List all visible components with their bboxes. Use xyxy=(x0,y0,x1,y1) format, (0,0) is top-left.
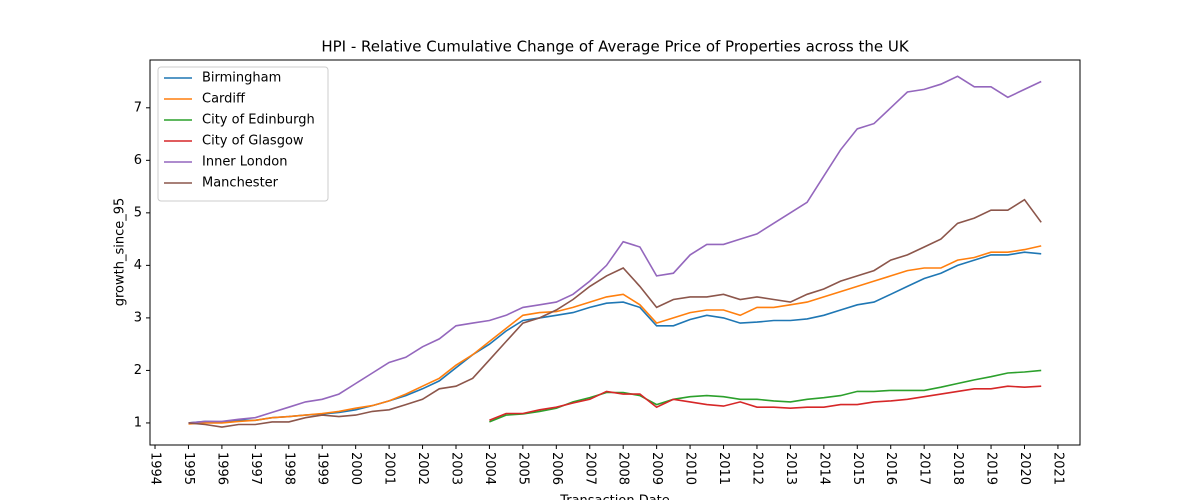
x-tick-label: 2016 xyxy=(883,452,898,485)
x-tick-label: 2005 xyxy=(515,452,530,485)
legend-label: City of Glasgow xyxy=(202,134,304,149)
x-tick-label: 1995 xyxy=(181,452,196,485)
series-line xyxy=(489,369,1042,423)
legend-label: City of Edinburgh xyxy=(202,113,315,128)
y-tick-label: 4 xyxy=(134,258,142,273)
y-tick-label: 1 xyxy=(134,415,142,430)
y-tick-label: 3 xyxy=(134,310,142,325)
x-tick-label: 1998 xyxy=(281,452,296,485)
x-tick-label: 2020 xyxy=(1017,452,1032,485)
x-tick-label: 1996 xyxy=(214,452,229,485)
plot-frame xyxy=(149,59,1081,446)
x-tick-label: 1999 xyxy=(315,452,330,485)
x-tick-label: 1997 xyxy=(248,452,263,485)
series-line xyxy=(188,245,1042,425)
x-tick-label: 2008 xyxy=(616,452,631,485)
y-tick-label: 2 xyxy=(134,363,142,378)
x-tick-label: 2017 xyxy=(917,452,932,485)
x-tick-label: 2010 xyxy=(683,452,698,485)
series-line xyxy=(188,251,1042,424)
x-tick-label: 2002 xyxy=(415,452,430,485)
legend-label: Inner London xyxy=(202,155,287,170)
x-tick-label: 2021 xyxy=(1050,452,1065,485)
y-tick-label: 5 xyxy=(134,205,142,220)
y-tick-label: 6 xyxy=(134,153,142,168)
series-line xyxy=(188,198,1042,428)
x-tick-label: 2000 xyxy=(348,452,363,485)
series-line xyxy=(489,385,1042,422)
x-tick-label: 2012 xyxy=(749,452,764,485)
x-tick-label: 2013 xyxy=(783,452,798,485)
legend-box xyxy=(157,66,329,202)
x-tick-label: 2018 xyxy=(950,452,965,485)
x-axis-label: Transaction Date xyxy=(559,494,670,500)
series-line xyxy=(188,75,1042,424)
x-tick-label: 2015 xyxy=(850,452,865,485)
x-tick-label: 2004 xyxy=(482,452,497,485)
x-tick-label: 2007 xyxy=(582,452,597,485)
legend-label: Cardiff xyxy=(202,92,246,107)
x-tick-label: 2011 xyxy=(716,452,731,485)
legend-label: Birmingham xyxy=(202,71,281,86)
x-tick-label: 2019 xyxy=(984,452,999,485)
chart-title: HPI - Relative Cumulative Change of Aver… xyxy=(321,38,910,56)
x-tick-label: 2003 xyxy=(448,452,463,485)
x-tick-label: 2014 xyxy=(816,452,831,485)
x-tick-label: 1994 xyxy=(148,452,163,485)
x-tick-label: 2009 xyxy=(649,452,664,485)
x-tick-label: 2006 xyxy=(549,452,564,485)
x-tick-label: 2001 xyxy=(382,452,397,485)
y-axis-label: growth_since_95 xyxy=(113,198,128,307)
legend-label: Manchester xyxy=(202,176,279,191)
y-tick-label: 7 xyxy=(134,100,142,115)
